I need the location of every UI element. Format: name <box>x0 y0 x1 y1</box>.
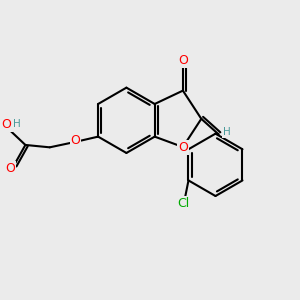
Text: H: H <box>223 127 230 137</box>
Text: O: O <box>178 140 188 154</box>
Text: H: H <box>14 119 21 130</box>
Text: O: O <box>2 118 12 131</box>
Text: O: O <box>178 53 188 67</box>
Text: O: O <box>70 134 80 147</box>
Text: Cl: Cl <box>177 197 190 210</box>
Text: O: O <box>5 162 15 175</box>
